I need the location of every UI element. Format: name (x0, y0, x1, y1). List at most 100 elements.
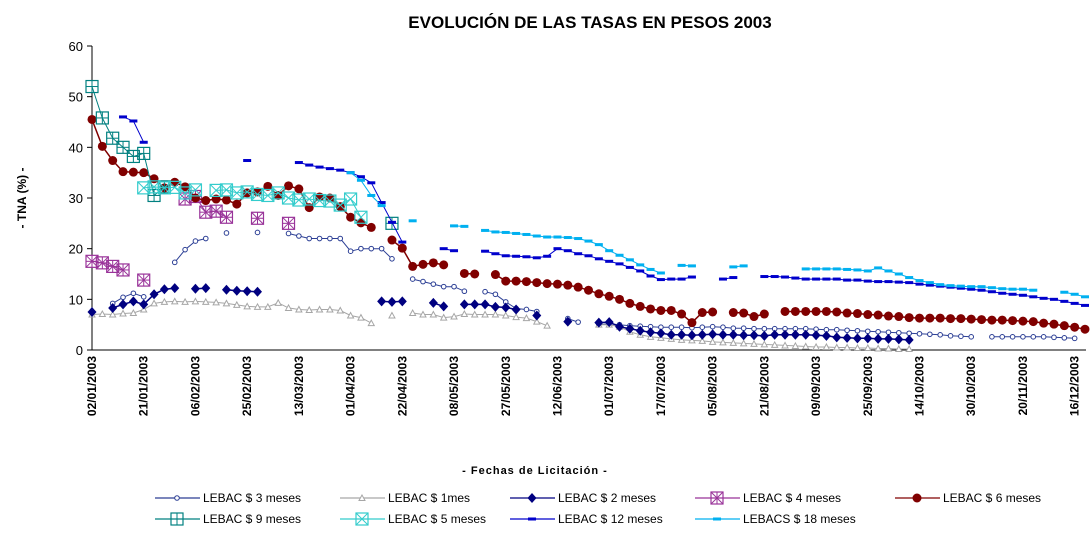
marker (883, 333, 893, 344)
marker-shape (521, 277, 531, 287)
marker (915, 282, 924, 286)
marker-shape (222, 299, 231, 307)
marker-shape (439, 301, 449, 312)
marker-shape (532, 256, 541, 260)
marker (884, 344, 893, 352)
marker (108, 156, 118, 166)
marker-shape (139, 168, 149, 178)
marker-shape (188, 183, 203, 197)
marker (852, 309, 862, 319)
marker-shape (883, 333, 893, 344)
marker (749, 312, 759, 322)
marker (904, 313, 914, 323)
marker-shape (656, 278, 665, 282)
marker (832, 307, 842, 317)
marker (729, 265, 738, 269)
marker (667, 277, 676, 281)
marker-shape (646, 304, 656, 314)
marker-shape (168, 181, 182, 194)
marker-shape (387, 296, 397, 307)
marker (501, 311, 510, 319)
marker (295, 305, 303, 313)
marker (729, 276, 738, 280)
marker (139, 299, 149, 310)
marker-shape (1070, 322, 1080, 332)
marker-shape (1030, 334, 1037, 340)
marker (780, 306, 790, 316)
marker (843, 278, 852, 282)
marker-shape (264, 302, 272, 310)
marker-shape (781, 275, 790, 279)
legend-label: LEBAC $ 6 meses (943, 491, 1041, 505)
x-tick-label: 20/11/2003 (1016, 356, 1030, 416)
marker-shape (336, 168, 345, 172)
marker (884, 269, 893, 273)
marker (492, 291, 499, 298)
marker (243, 302, 251, 310)
marker (843, 343, 851, 351)
marker-shape (150, 299, 158, 307)
marker-shape (987, 290, 996, 294)
x-tick-label: 09/09/2003 (809, 356, 823, 416)
marker (460, 224, 469, 228)
marker (343, 192, 358, 206)
marker-shape (511, 304, 521, 315)
marker-shape (905, 276, 914, 280)
marker-shape (119, 309, 127, 317)
marker (202, 235, 209, 242)
marker (439, 260, 449, 270)
marker-shape (212, 298, 220, 306)
marker-shape (346, 311, 355, 319)
marker (615, 321, 625, 332)
x-tick-label: 02/01/2003 (85, 356, 99, 416)
marker (1059, 321, 1069, 331)
marker-shape (271, 186, 285, 200)
marker-shape (575, 319, 581, 325)
marker (408, 261, 418, 271)
marker (947, 333, 954, 339)
marker-shape (491, 230, 500, 234)
marker-shape (523, 306, 530, 313)
marker-shape (171, 259, 178, 266)
marker-shape (904, 334, 914, 345)
marker (915, 313, 924, 323)
marker (137, 146, 151, 161)
marker (160, 297, 169, 305)
marker (937, 332, 943, 338)
legend-label: LEBAC $ 4 meses (743, 491, 841, 505)
marker (430, 281, 437, 287)
marker (720, 324, 726, 331)
marker (428, 258, 438, 268)
marker-shape (137, 273, 151, 287)
marker-shape (966, 314, 976, 324)
marker (604, 291, 614, 301)
marker (326, 305, 334, 313)
marker-shape (532, 234, 541, 238)
marker (285, 230, 292, 237)
marker (532, 234, 541, 238)
marker (1018, 293, 1027, 297)
marker-shape (511, 276, 521, 286)
marker-shape (543, 321, 551, 329)
marker-shape (522, 314, 531, 322)
marker-shape (999, 334, 1006, 340)
marker (678, 324, 685, 331)
x-tick-label: 21/01/2003 (137, 356, 151, 416)
marker-shape (863, 310, 873, 320)
marker (1060, 290, 1069, 294)
legend-label: LEBAC $ 2 meses (558, 491, 656, 505)
y-tick-label: 20 (69, 242, 83, 257)
marker-shape (284, 303, 293, 311)
marker-shape (812, 277, 821, 281)
marker-shape (852, 333, 862, 344)
marker (801, 267, 810, 271)
marker-shape (605, 259, 614, 263)
marker-shape (656, 328, 666, 339)
marker (397, 296, 407, 307)
marker (853, 343, 862, 351)
marker (573, 282, 583, 292)
marker-shape (1028, 317, 1038, 327)
marker-shape (501, 302, 511, 313)
marker-shape (439, 247, 448, 251)
marker (482, 288, 488, 295)
